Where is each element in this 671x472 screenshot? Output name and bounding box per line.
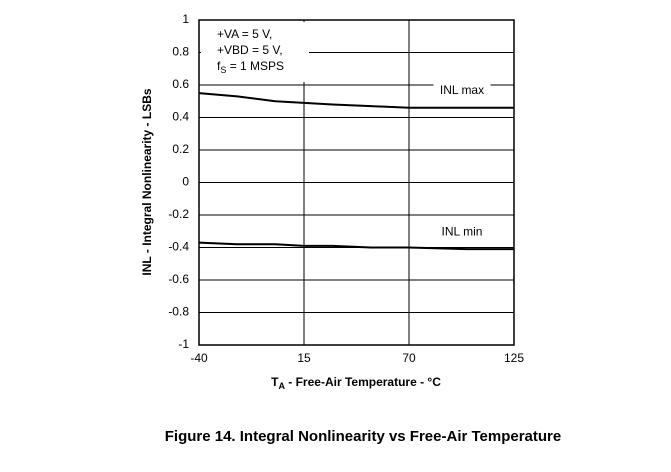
annotation: fS = 1 MSPS bbox=[217, 59, 284, 75]
annotation-main: f bbox=[217, 59, 221, 73]
annotation-box bbox=[201, 22, 309, 82]
x-tick-label: -40 bbox=[190, 351, 208, 365]
annotation-main: +VBD = 5 V, bbox=[217, 43, 283, 57]
x-tick-label: 70 bbox=[402, 351, 416, 365]
chart-title: Figure 14. Integral Nonlinearity vs Free… bbox=[165, 428, 562, 445]
y-axis-label: INL - Integral Nonlinearity - LSBs bbox=[140, 88, 154, 275]
annotation: +VBD = 5 V, bbox=[217, 43, 283, 57]
annotation: +VA = 5 V, bbox=[217, 27, 272, 41]
annotation-sub: S bbox=[220, 65, 226, 75]
y-tick-label: 0.6 bbox=[172, 77, 189, 91]
x-tick-label: 15 bbox=[297, 351, 311, 365]
y-tick-label: -0.4 bbox=[168, 240, 189, 254]
y-tick-label: -0.8 bbox=[168, 305, 189, 319]
y-tick-label: 0.4 bbox=[172, 110, 189, 124]
x-axis-label: TA - Free-Air Temperature - °C bbox=[271, 375, 441, 391]
series-line bbox=[198, 92, 514, 109]
y-tick-label: -0.2 bbox=[168, 207, 189, 221]
y-tick-label: -1 bbox=[178, 337, 189, 351]
series-line bbox=[198, 241, 514, 251]
series-label: INL max bbox=[440, 83, 484, 97]
x-label-rest: - Free-Air Temperature - °C bbox=[285, 375, 441, 389]
y-tick-label: 0.2 bbox=[172, 142, 189, 156]
series-label: INL min bbox=[442, 224, 483, 238]
y-tick-label: 0 bbox=[182, 175, 189, 189]
annotation-main: +VA = 5 V, bbox=[217, 27, 272, 41]
series-label-bg bbox=[433, 82, 491, 99]
y-tick-label: 1 bbox=[182, 12, 189, 26]
series-label-bg bbox=[433, 224, 491, 241]
y-tick-label: -0.6 bbox=[168, 272, 189, 286]
x-tick-label: 125 bbox=[504, 351, 524, 365]
x-label-main: T bbox=[271, 375, 279, 389]
x-label-sub: A bbox=[278, 381, 285, 391]
plot-frame bbox=[198, 19, 515, 346]
annotation-rest: = 1 MSPS bbox=[226, 59, 284, 73]
y-tick-label: 0.8 bbox=[172, 45, 189, 59]
